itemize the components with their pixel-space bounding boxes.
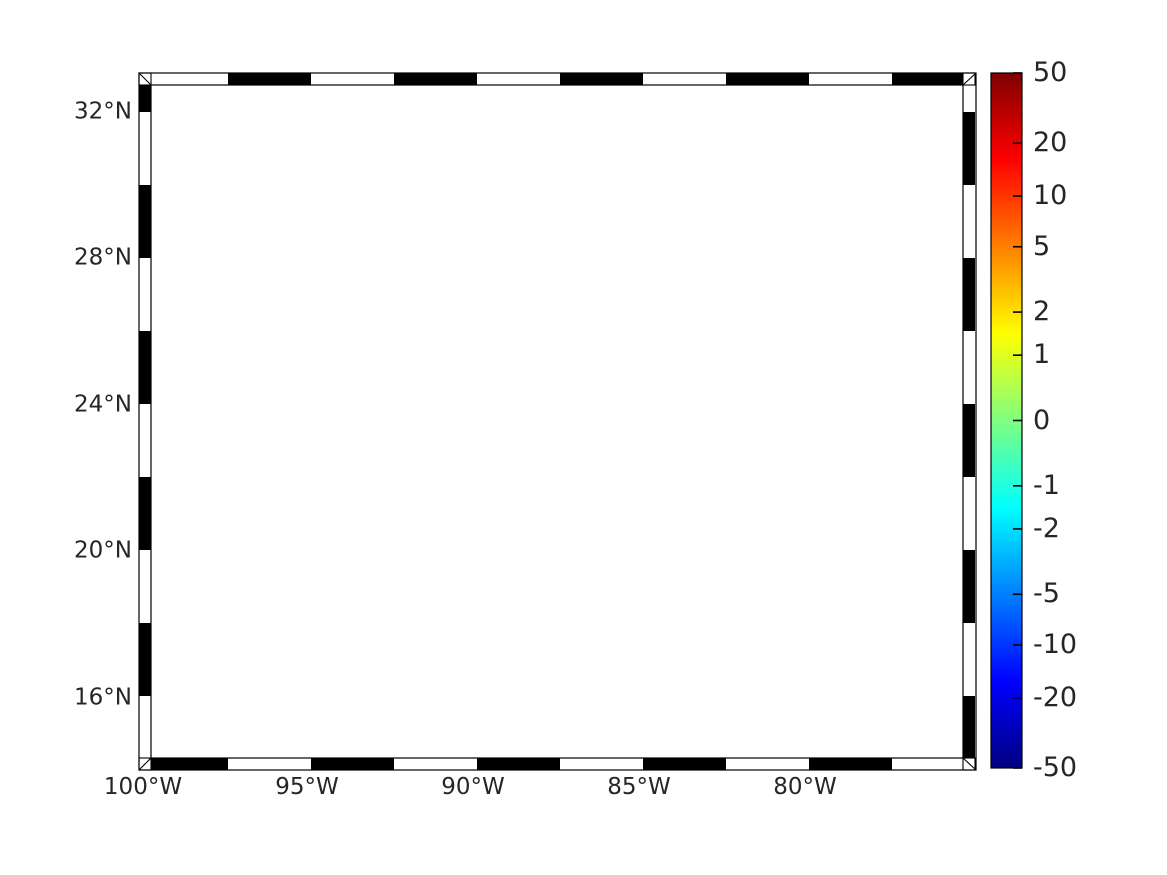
colorbar-label-m1: -1 [1033, 469, 1060, 501]
lat-tick-label-24n: 24°N [74, 391, 132, 418]
colorbar-label-1: 1 [1033, 339, 1051, 371]
lat-tick-label-16n: 16°N [74, 684, 132, 711]
colorbar-label-20: 20 [1033, 127, 1068, 159]
lat-tick-label-32n: 32°N [74, 98, 132, 125]
lat-tick-label-20n: 20°N [74, 537, 132, 564]
colorbar-label-0: 0 [1033, 404, 1051, 436]
lon-tick-label-90w: 90°W [441, 774, 505, 800]
lon-tick-label-80w: 80°W [773, 774, 837, 800]
colorbar-label-m20: -20 [1033, 681, 1078, 713]
colorbar-label-2: 2 [1033, 296, 1051, 328]
colorbar-label-50: 50 [1033, 57, 1068, 89]
lon-tick-label-85w: 85°W [607, 774, 671, 800]
colorbar-label-m10: -10 [1033, 629, 1078, 661]
colorbar-label-5: 5 [1033, 230, 1051, 262]
lat-tick-label-28n: 28°N [74, 244, 132, 271]
lon-tick-label-100w: 100°W [103, 774, 183, 800]
colorbar [990, 72, 1023, 769]
colorbar-label-m5: -5 [1033, 578, 1060, 610]
colorbar-label-m2: -2 [1033, 513, 1060, 545]
map-frame [138, 72, 977, 771]
colorbar-label-10: 10 [1033, 180, 1068, 212]
colorbar-label-m50: -50 [1033, 752, 1078, 784]
lon-tick-label-95w: 95°W [275, 774, 339, 800]
